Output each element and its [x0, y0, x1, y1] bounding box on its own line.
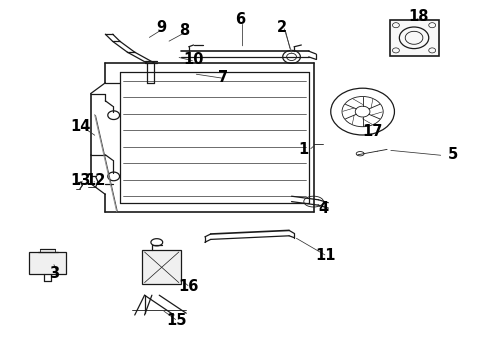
Text: 15: 15: [166, 313, 187, 328]
Text: 1: 1: [299, 142, 309, 157]
Text: 5: 5: [448, 147, 458, 162]
Text: 10: 10: [183, 52, 204, 67]
Polygon shape: [29, 252, 66, 274]
Text: 9: 9: [157, 19, 167, 35]
Text: 2: 2: [277, 19, 287, 35]
Polygon shape: [142, 250, 181, 284]
Text: 4: 4: [318, 201, 328, 216]
Text: 12: 12: [85, 172, 106, 188]
Text: 8: 8: [179, 23, 189, 38]
Text: 16: 16: [178, 279, 199, 294]
Text: 18: 18: [409, 9, 429, 24]
Polygon shape: [390, 20, 439, 56]
Text: 17: 17: [362, 124, 383, 139]
Text: 14: 14: [71, 118, 91, 134]
Text: 11: 11: [316, 248, 336, 263]
Text: 13: 13: [71, 172, 91, 188]
Text: 6: 6: [235, 12, 245, 27]
Text: 7: 7: [218, 70, 228, 85]
Text: 3: 3: [49, 266, 59, 281]
